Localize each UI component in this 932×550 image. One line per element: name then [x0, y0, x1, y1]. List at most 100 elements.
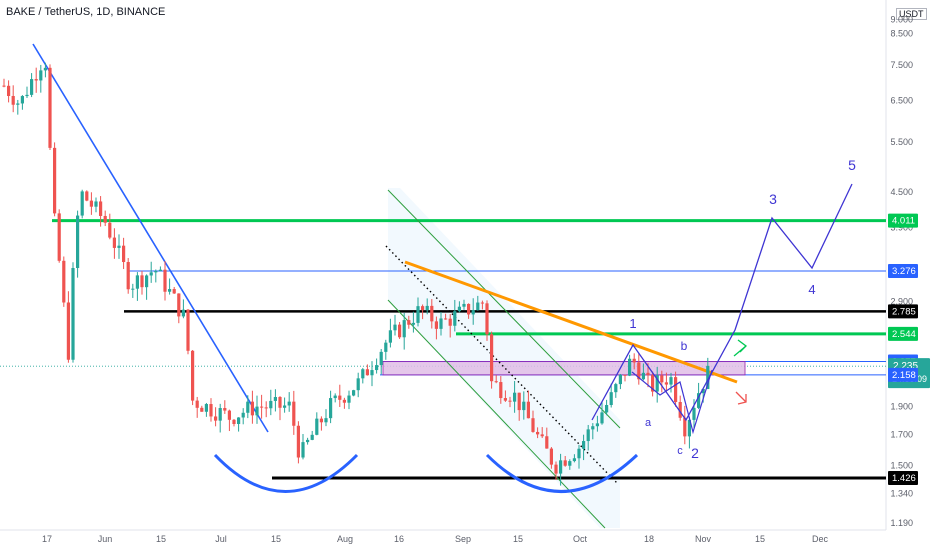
y-tick-label-4: 5.500 — [890, 137, 913, 147]
candle-body — [600, 412, 604, 424]
candle-body — [283, 405, 287, 408]
candle-body — [7, 85, 11, 97]
current-price-label: 2.235 — [893, 361, 918, 372]
candle-body — [651, 375, 655, 392]
candle-body — [375, 365, 379, 371]
y-tick-label-12: 1.190 — [890, 518, 913, 528]
candle-body — [421, 306, 425, 311]
candle-body — [306, 439, 310, 443]
candle-body — [559, 460, 563, 474]
candle-body — [269, 400, 273, 409]
x-tick-label-11: Nov — [695, 534, 712, 544]
x-tick-label-3: Jul — [215, 534, 227, 544]
y-tick-label-2: 7.500 — [890, 60, 913, 70]
candle-body — [517, 392, 521, 411]
candle-body — [260, 406, 264, 408]
candle-body — [191, 350, 195, 401]
red-arrow-head-icon — [737, 394, 747, 405]
candle-body — [62, 260, 66, 303]
candle-body — [135, 275, 139, 289]
candle-body — [80, 191, 84, 216]
candle-body — [425, 305, 429, 311]
price-tag-1-426 — [888, 471, 918, 485]
candle-body — [108, 222, 112, 238]
candle-body — [669, 377, 673, 385]
candle-body — [89, 200, 93, 207]
candle-body — [490, 334, 494, 382]
candle-body — [393, 324, 397, 331]
candle-body — [384, 342, 388, 352]
candle-body — [186, 309, 190, 351]
cup-arc-right — [485, 453, 639, 493]
wave-path — [591, 183, 853, 422]
candle-body — [241, 412, 245, 418]
x-tick-label-2: 15 — [156, 534, 166, 544]
price-tag-3-276 — [888, 264, 918, 278]
candle-body — [39, 70, 43, 81]
candle-body — [310, 434, 314, 440]
red-arrow-icon — [735, 391, 747, 403]
candle-body — [563, 460, 567, 466]
candle-body — [232, 419, 236, 424]
candle-body — [117, 245, 121, 248]
y-tick-label-1: 8.500 — [890, 29, 913, 39]
candle-body — [416, 306, 420, 323]
blue-downtrend-line — [32, 43, 269, 433]
candle-body — [499, 382, 503, 399]
candle-body — [85, 191, 89, 201]
price-tag-4-011 — [888, 213, 918, 228]
candle-body — [227, 410, 231, 420]
candle-body — [434, 321, 438, 329]
candle-body — [264, 407, 268, 409]
candle-body — [140, 275, 144, 288]
candle-body — [513, 392, 517, 402]
candle-body — [209, 404, 213, 417]
candle-body — [287, 401, 291, 406]
x-tick-label-6: 16 — [394, 534, 404, 544]
candle-body — [526, 401, 530, 419]
candle-body — [103, 215, 107, 223]
candle-body — [214, 416, 218, 421]
dotted-trend-line — [385, 245, 618, 484]
candle-body — [628, 358, 632, 376]
candle-body — [683, 417, 687, 437]
candle-body — [112, 237, 116, 248]
candle-body — [398, 324, 402, 338]
candle-body — [508, 400, 512, 402]
x-tick-label-10: 18 — [644, 534, 654, 544]
chart-title: BAKE / TetherUS, 1D, BINANCE — [6, 6, 166, 18]
candle-body — [122, 245, 126, 263]
channel-fill — [388, 188, 620, 528]
candle-body — [448, 318, 452, 326]
candle-body — [522, 401, 526, 411]
price-tag-label-4-011: 4.011 — [892, 216, 915, 227]
candle-body — [66, 302, 70, 360]
x-tick-label-13: Dec — [812, 534, 829, 544]
candles — [2, 62, 710, 486]
currency-unit-label[interactable]: USDT — [896, 8, 927, 20]
candle-body — [25, 94, 29, 97]
candle-body — [34, 79, 38, 81]
candle-body — [11, 96, 15, 105]
candle-body — [237, 417, 241, 424]
y-tick-label-10: 1.500 — [890, 460, 913, 470]
candle-body — [315, 418, 319, 435]
candle-body — [20, 96, 24, 104]
candle-body — [402, 320, 406, 338]
wave-label-5: 5 — [848, 157, 856, 173]
candle-body — [361, 369, 365, 379]
candle-body — [453, 311, 457, 326]
candle-body — [480, 302, 484, 304]
candle-body — [568, 461, 572, 466]
wave-label-3: 3 — [769, 191, 777, 207]
candle-body — [430, 305, 434, 322]
candle-body — [572, 458, 576, 462]
candle-body — [200, 407, 204, 412]
candle-body — [53, 147, 57, 214]
channel-upper-line — [387, 189, 621, 429]
candle-body — [494, 381, 498, 383]
candle-body — [76, 215, 80, 269]
candle-body — [697, 393, 701, 408]
candle-body — [692, 407, 696, 420]
